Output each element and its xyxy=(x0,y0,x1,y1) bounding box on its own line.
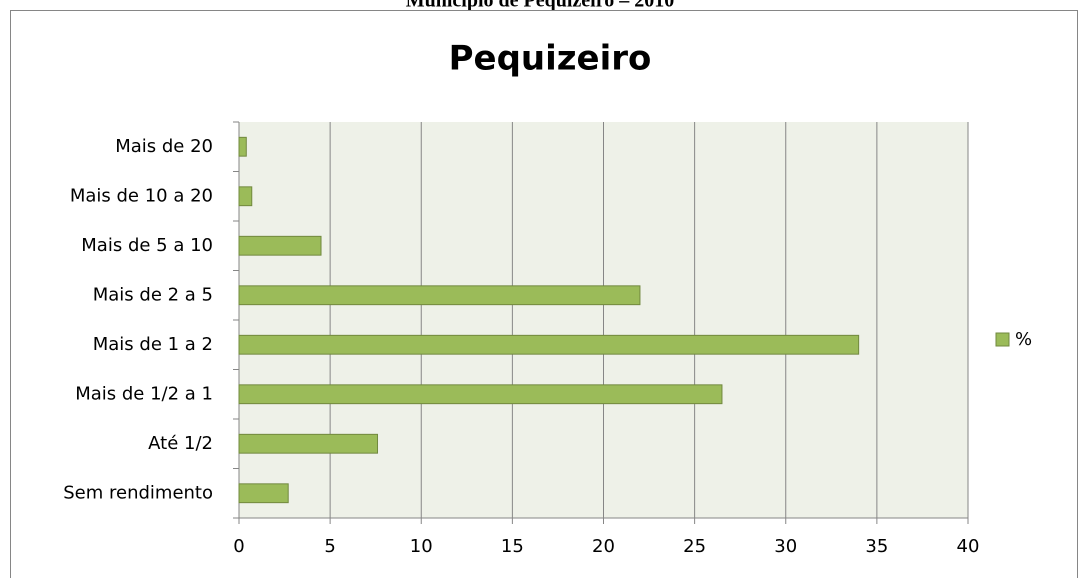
x-tick-label: 35 xyxy=(865,536,888,557)
bar xyxy=(238,384,723,405)
x-tick-label: 15 xyxy=(501,536,524,557)
bar xyxy=(238,334,860,355)
y-tick-label: Mais de 2 a 5 xyxy=(93,284,213,305)
x-tick-label: 30 xyxy=(774,536,797,557)
bar xyxy=(238,433,379,454)
legend-label: % xyxy=(1015,329,1032,350)
x-tick-label: 40 xyxy=(957,536,980,557)
x-tick-label: 20 xyxy=(592,536,615,557)
x-tick-label: 25 xyxy=(683,536,706,557)
y-tick-label: Até 1/2 xyxy=(148,433,213,454)
y-tick-label: Mais de 1/2 a 1 xyxy=(75,383,213,404)
y-tick-label: Mais de 20 xyxy=(115,136,213,157)
chart-title: Pequizeiro xyxy=(449,39,652,79)
bar xyxy=(238,136,247,157)
bar xyxy=(238,235,322,256)
chart-border xyxy=(10,10,1078,578)
y-tick-label: Sem rendimento xyxy=(63,482,213,503)
x-tick-label: 10 xyxy=(410,536,433,557)
bar xyxy=(238,186,253,207)
caption: Município de Pequizeiro – 2010 xyxy=(406,0,675,12)
y-tick-label: Mais de 5 a 10 xyxy=(81,235,213,256)
x-tick-label: 0 xyxy=(233,536,244,557)
y-tick-label: Mais de 10 a 20 xyxy=(70,185,213,206)
legend-swatch xyxy=(995,332,1010,347)
x-tick-label: 5 xyxy=(324,536,335,557)
y-tick-label: Mais de 1 a 2 xyxy=(93,334,213,355)
bar xyxy=(238,285,641,306)
bar xyxy=(238,483,289,504)
